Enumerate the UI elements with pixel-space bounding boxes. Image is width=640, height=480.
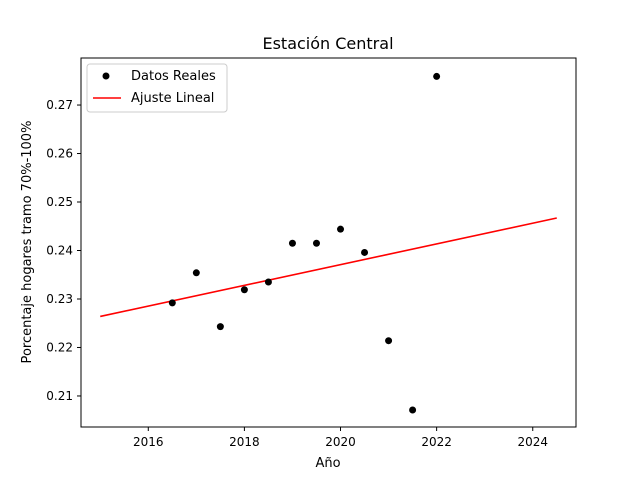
legend-box [86, 63, 228, 113]
chart-title: Estación Central [262, 34, 393, 53]
legend-marker-datos-reales [102, 72, 110, 80]
data-point [312, 239, 320, 247]
y-tick-label: 0.27 [46, 98, 73, 112]
data-point [168, 299, 176, 307]
data-point [361, 248, 369, 256]
plot-area [81, 58, 576, 427]
y-tick-label: 0.24 [46, 244, 73, 258]
data-point [216, 323, 224, 331]
legend-label-ajuste-lineal: Ajuste Lineal [131, 91, 214, 106]
data-point [337, 225, 345, 233]
y-tick-label: 0.23 [46, 292, 73, 306]
y-tick-label: 0.25 [46, 195, 73, 209]
x-tick-label: 2024 [517, 435, 548, 449]
data-point [409, 406, 417, 414]
legend: Datos Reales Ajuste Lineal [86, 63, 228, 113]
plot-border [80, 57, 577, 428]
axis-ticks: 2016 2018 2020 2022 2024 0.21 0.22 0.23 0.24 0.25… [46, 98, 548, 449]
y-axis-label: Porcentaje hogares tramo 70%-100% [20, 121, 35, 364]
fit-line [100, 217, 557, 318]
data-point [288, 239, 296, 247]
data-point [385, 337, 393, 345]
x-tick-label: 2016 [133, 435, 164, 449]
x-tick-label: 2018 [229, 435, 260, 449]
legend-label-datos-reales: Datos Reales [131, 69, 216, 84]
y-tick-label: 0.22 [46, 340, 73, 354]
data-point [264, 278, 272, 286]
data-point [433, 72, 441, 80]
fit-line-group [100, 217, 557, 318]
x-tick-label: 2022 [421, 435, 452, 449]
data-points [168, 72, 441, 414]
x-axis-label: Año [315, 456, 340, 471]
data-point [240, 286, 248, 294]
y-tick-label: 0.26 [46, 147, 73, 161]
y-tick-label: 0.21 [46, 389, 73, 403]
data-point [192, 269, 200, 277]
x-tick-label: 2020 [325, 435, 356, 449]
